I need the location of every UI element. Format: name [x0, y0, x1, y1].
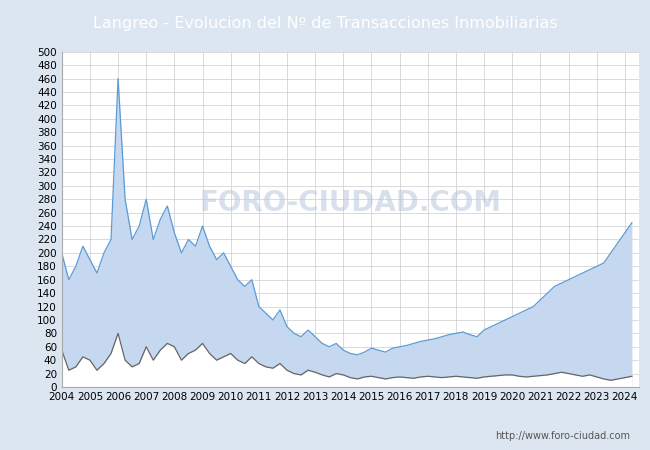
- Text: http://www.foro-ciudad.com: http://www.foro-ciudad.com: [495, 431, 630, 441]
- Text: Langreo - Evolucion del Nº de Transacciones Inmobiliarias: Langreo - Evolucion del Nº de Transaccio…: [93, 16, 557, 31]
- Text: FORO-CIUDAD.COM: FORO-CIUDAD.COM: [200, 189, 501, 216]
